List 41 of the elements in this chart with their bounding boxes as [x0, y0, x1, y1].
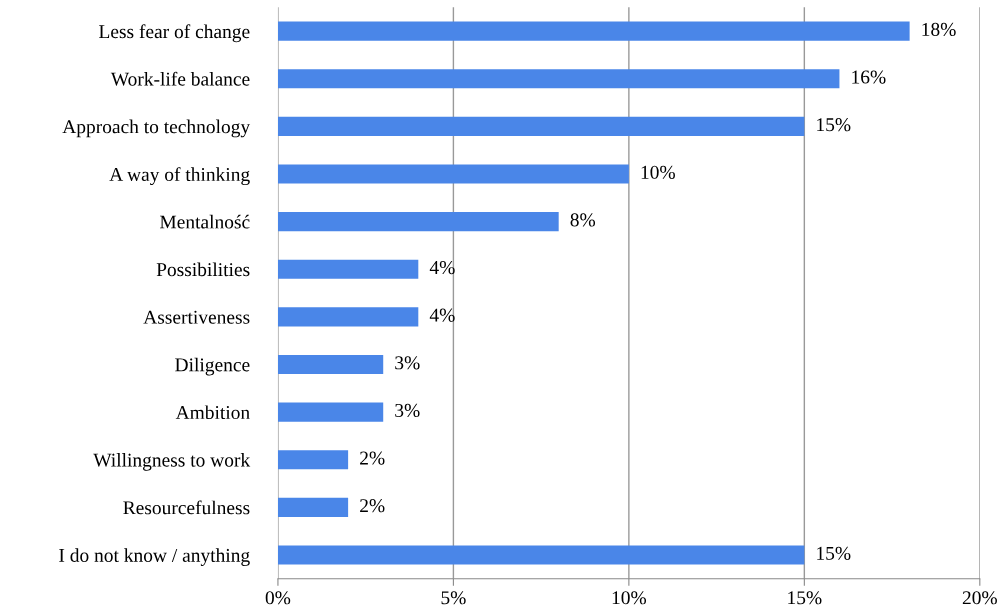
bar	[277, 116, 805, 136]
data-label: 4%	[429, 308, 455, 322]
data-label: 10%	[641, 165, 675, 179]
x-tick-label: 15%	[788, 591, 822, 605]
y-tick-label: Less fear of change	[99, 24, 250, 43]
y-tick-label: Possibilities	[156, 262, 250, 277]
y-tick-label: Resourcefulness	[123, 500, 250, 515]
data-label: 16%	[852, 70, 886, 84]
data-label: 18%	[922, 22, 956, 37]
bar	[277, 164, 629, 184]
bar	[277, 545, 805, 565]
data-label: 3%	[395, 403, 420, 418]
data-label: 8%	[570, 213, 596, 227]
y-tick-label: Diligence	[175, 357, 250, 376]
y-tick-label: Mentalność	[159, 214, 250, 229]
y-tick-label: Assertiveness	[143, 310, 250, 324]
y-tick-label: Work-life balance	[110, 71, 250, 86]
x-tick-label: 20%	[962, 591, 997, 605]
y-tick-label: Approach to technology	[62, 119, 251, 138]
bar	[277, 402, 384, 422]
bar	[277, 69, 840, 89]
data-label: 2%	[360, 451, 385, 465]
y-tick-label: Willingness to work	[93, 453, 251, 471]
y-tick-label: A way of thinking	[109, 167, 250, 186]
data-label: 15%	[817, 118, 851, 132]
data-label: 3%	[395, 356, 420, 370]
data-label: 4%	[429, 260, 455, 275]
bar	[277, 450, 349, 470]
x-tick-label: 10%	[612, 591, 647, 605]
y-tick-label: Ambition	[175, 405, 250, 420]
bar	[277, 212, 559, 232]
data-label: 15%	[817, 546, 851, 560]
y-tick-label: I do not know / anything	[59, 548, 250, 566]
bar	[277, 497, 349, 517]
bar	[277, 307, 419, 327]
bar	[277, 354, 384, 375]
data-label: 2%	[360, 499, 385, 513]
x-tick-label: 0%	[265, 591, 291, 605]
bar	[277, 21, 910, 41]
x-tick-label: 5%	[441, 591, 466, 605]
bar	[277, 259, 419, 279]
